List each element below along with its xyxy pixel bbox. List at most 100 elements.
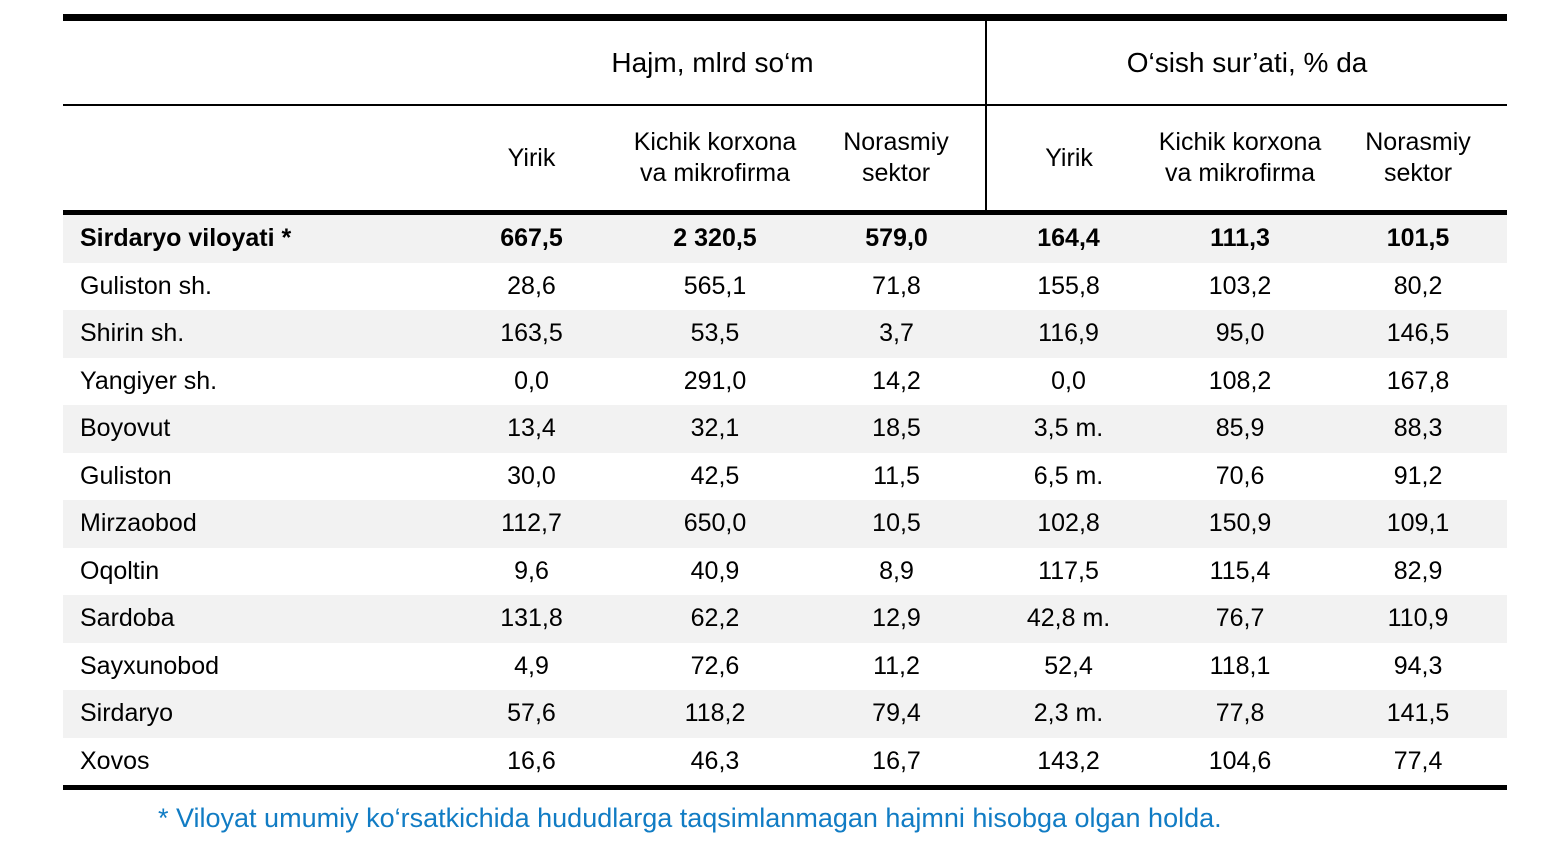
cell: 28,6 — [507, 271, 556, 300]
col-header-growth-norasmiy: Norasmiy sektor — [1329, 105, 1508, 215]
cell: 146,5 — [1386, 319, 1450, 348]
cell: 8,9 — [879, 556, 914, 585]
cell: 40,9 — [690, 556, 740, 585]
cell: 108,2 — [1208, 366, 1272, 395]
cell: 11,2 — [873, 651, 920, 680]
cell: 91,2 — [1393, 461, 1443, 490]
cell: 143,2 — [1037, 746, 1100, 775]
cell: 131,8 — [500, 604, 563, 633]
cell: 155,8 — [1037, 271, 1100, 300]
cell: 4,9 — [514, 651, 549, 680]
region-name: Shirin sh. — [80, 319, 185, 348]
cell: 42,5 — [690, 461, 740, 490]
cell: 10,5 — [872, 509, 921, 538]
cell: 164,4 — [1037, 224, 1100, 253]
cell: 71,8 — [872, 271, 921, 300]
table-row: Sayxunobod 4,9 72,6 11,2 52,4 118,1 94,3 — [63, 643, 1507, 691]
cell: 167,8 — [1386, 366, 1450, 395]
cell: 117,5 — [1038, 556, 1099, 585]
cell: 72,6 — [690, 651, 740, 680]
corner-cell — [63, 105, 440, 215]
cell: 667,5 — [500, 224, 563, 253]
cell: 82,9 — [1393, 556, 1443, 585]
region-name: Guliston — [80, 461, 172, 490]
table-row: Guliston sh. 28,6 565,1 71,8 155,8 103,2… — [63, 263, 1507, 311]
cell: 77,4 — [1393, 746, 1443, 775]
cell: 115,4 — [1209, 556, 1271, 585]
cell: 111,3 — [1210, 224, 1270, 253]
region-name: Yangiyer sh. — [80, 366, 218, 395]
table-row: Oqoltin 9,6 40,9 8,9 117,5 115,4 82,9 — [63, 548, 1507, 596]
cell: 104,6 — [1208, 746, 1272, 775]
cell: 0,0 — [514, 366, 549, 395]
region-name: Guliston sh. — [80, 271, 213, 300]
table-row: Guliston 30,0 42,5 11,5 6,5 m. 70,6 91,2 — [63, 453, 1507, 501]
cell: 95,0 — [1215, 319, 1265, 348]
cell: 77,8 — [1215, 699, 1265, 728]
corner-cell — [63, 17, 440, 106]
cell: 2 320,5 — [673, 224, 757, 253]
cell: 291,0 — [683, 366, 747, 395]
group-header-volume: Hajm, mlrd so‘m — [440, 17, 987, 106]
table-row: Shirin sh. 163,5 53,5 3,7 116,9 95,0 146… — [63, 310, 1508, 358]
cell: 116,9 — [1038, 319, 1099, 348]
cell: 85,9 — [1215, 414, 1265, 443]
cell: 76,7 — [1215, 604, 1265, 633]
cell: 57,6 — [507, 699, 556, 728]
col-header-growth-yirik: Yirik — [985, 105, 1152, 215]
cell: 94,3 — [1393, 651, 1443, 680]
region-name: Boyovut — [80, 414, 171, 443]
cell: 18,5 — [872, 414, 921, 443]
cell: 52,4 — [1044, 651, 1093, 680]
cell: 101,5 — [1386, 224, 1450, 253]
table-row-total: Sirdaryo viloyati * 667,5 2 320,5 579,0 … — [63, 212, 1508, 263]
cell: 46,3 — [690, 746, 740, 775]
sub-header-row: Yirik Kichik korxona va mikrofirma Noras… — [63, 105, 1508, 215]
cell: 88,3 — [1393, 414, 1443, 443]
cell: 118,2 — [684, 699, 746, 728]
region-name: Sayxunobod — [80, 651, 220, 680]
cell: 650,0 — [683, 509, 747, 538]
cell: 579,0 — [865, 224, 928, 253]
cell: 163,5 — [500, 319, 563, 348]
cell: 103,2 — [1208, 271, 1272, 300]
cell: 13,4 — [507, 414, 556, 443]
cell: 80,2 — [1393, 271, 1443, 300]
region-name: Xovos — [80, 746, 150, 775]
table-row: Yangiyer sh. 0,0 291,0 14,2 0,0 108,2 16… — [63, 358, 1507, 406]
cell: 14,2 — [872, 366, 921, 395]
cell: 110,9 — [1387, 604, 1449, 633]
cell: 3,5 m. — [1033, 414, 1104, 443]
cell: 565,1 — [683, 271, 747, 300]
region-name: Mirzaobod — [80, 509, 197, 538]
cell: 118,1 — [1209, 651, 1271, 680]
cell: 62,2 — [690, 604, 740, 633]
cell: 53,5 — [690, 319, 740, 348]
cell: 12,9 — [872, 604, 921, 633]
footnote: * Viloyat umumiy ko‘rsatkichida hududlar… — [158, 803, 1222, 833]
cell: 32,1 — [690, 414, 740, 443]
cell: 102,8 — [1037, 509, 1100, 538]
region-name: Oqoltin — [80, 556, 160, 585]
cell: 109,1 — [1386, 509, 1450, 538]
col-header-volume-yirik: Yirik — [440, 105, 623, 215]
group-header-growth: O‘sish sur’ati, % da — [985, 17, 1508, 106]
table-row: Mirzaobod 112,7 650,0 10,5 102,8 150,9 1… — [63, 500, 1508, 548]
group-header-row: Hajm, mlrd so‘m O‘sish sur’ati, % da — [63, 17, 1508, 106]
cell: 16,6 — [507, 746, 556, 775]
statistics-table: Hajm, mlrd so‘m O‘sish sur’ati, % da Yir… — [63, 14, 1508, 790]
col-header-volume-norasmiy: Norasmiy sektor — [807, 105, 987, 215]
col-header-volume-kichik: Kichik korxona va mikrofirma — [623, 105, 807, 215]
table-row: Xovos 16,6 46,3 16,7 143,2 104,6 77,4 — [63, 738, 1507, 788]
col-header-growth-kichik: Kichik korxona va mikrofirma — [1151, 105, 1330, 215]
cell: 0,0 — [1051, 366, 1086, 395]
cell: 30,0 — [507, 461, 556, 490]
table-row: Sirdaryo 57,6 118,2 79,4 2,3 m. 77,8 141… — [63, 690, 1508, 738]
cell: 141,5 — [1386, 699, 1450, 728]
cell: 112,7 — [501, 509, 562, 538]
cell: 6,5 m. — [1033, 461, 1104, 490]
table-row: Boyovut 13,4 32,1 18,5 3,5 m. 85,9 88,3 — [63, 405, 1508, 453]
cell: 2,3 m. — [1033, 699, 1104, 728]
table-row: Sardoba 131,8 62,2 12,9 42,8 m. 76,7 110… — [63, 595, 1508, 643]
